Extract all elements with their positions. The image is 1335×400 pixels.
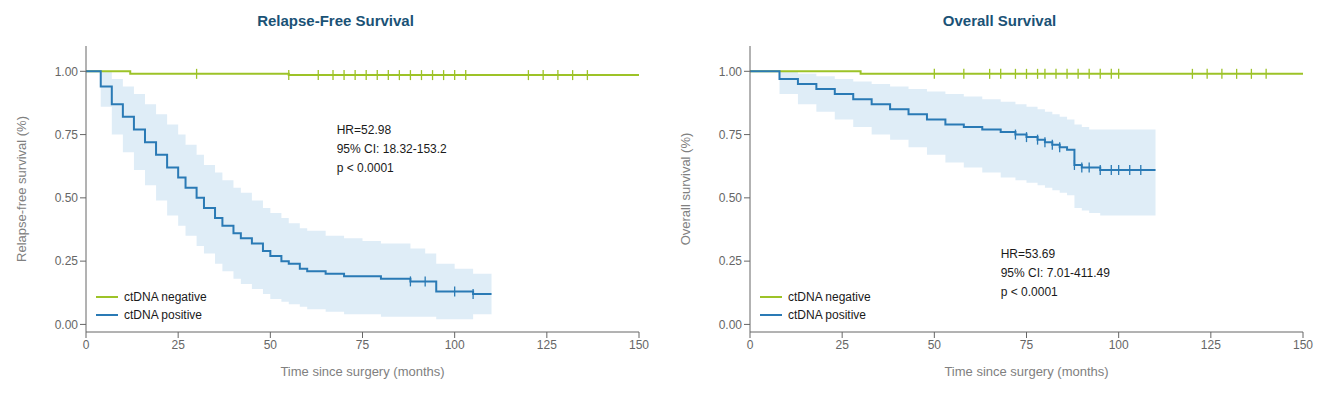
svg-text:Time since surgery (months): Time since surgery (months) — [280, 364, 444, 379]
svg-text:0.25: 0.25 — [55, 254, 79, 268]
svg-text:125: 125 — [537, 338, 557, 352]
html-text:Relapse-Free Survival: Relapse-Free Survival — [257, 12, 414, 29]
svg-text:0.75: 0.75 — [719, 128, 743, 142]
svg-text:HR=52.9895% CI: 18.32-153.2p <: HR=52.9895% CI: 18.32-153.2p < 0.0001 — [337, 123, 447, 175]
svg-text:25: 25 — [171, 338, 185, 352]
svg-text:1.00: 1.00 — [719, 65, 743, 79]
svg-text:0: 0 — [83, 338, 90, 352]
svg-text:100: 100 — [445, 338, 465, 352]
svg-text:75: 75 — [1020, 338, 1034, 352]
svg-text:75: 75 — [356, 338, 370, 352]
svg-text:150: 150 — [1293, 338, 1313, 352]
html-text:Overall Survival: Overall Survival — [942, 12, 1057, 29]
svg-text:125: 125 — [1201, 338, 1221, 352]
html-text:ctDNA negative: ctDNA negative — [124, 290, 207, 304]
svg-text:0.25: 0.25 — [719, 254, 743, 268]
svg-text:Time since surgery (months): Time since surgery (months) — [944, 364, 1108, 379]
svg-text:50: 50 — [264, 338, 278, 352]
svg-text:0.50: 0.50 — [55, 191, 79, 205]
svg-text:25: 25 — [835, 338, 849, 352]
svg-text:1.00: 1.00 — [55, 65, 79, 79]
svg-text:0.75: 0.75 — [55, 128, 79, 142]
svg-text:0.00: 0.00 — [719, 318, 743, 332]
html-text:ctDNA positive: ctDNA positive — [788, 308, 866, 322]
svg-text:0.00: 0.00 — [55, 318, 79, 332]
svg-text:100: 100 — [1109, 338, 1129, 352]
svg-text:Overall survival (%): Overall survival (%) — [678, 133, 693, 246]
html-text:ctDNA positive: ctDNA positive — [124, 308, 202, 322]
svg-text:Relapse-free survival (%): Relapse-free survival (%) — [14, 116, 29, 262]
svg-text:0: 0 — [747, 338, 754, 352]
html-text:ctDNA negative: ctDNA negative — [788, 290, 871, 304]
svg-text:150: 150 — [629, 338, 649, 352]
svg-text:50: 50 — [928, 338, 942, 352]
svg-text:HR=53.6995% CI: 7.01-411.49p <: HR=53.6995% CI: 7.01-411.49p < 0.0001 — [1001, 247, 1111, 299]
svg-text:0.50: 0.50 — [719, 191, 743, 205]
